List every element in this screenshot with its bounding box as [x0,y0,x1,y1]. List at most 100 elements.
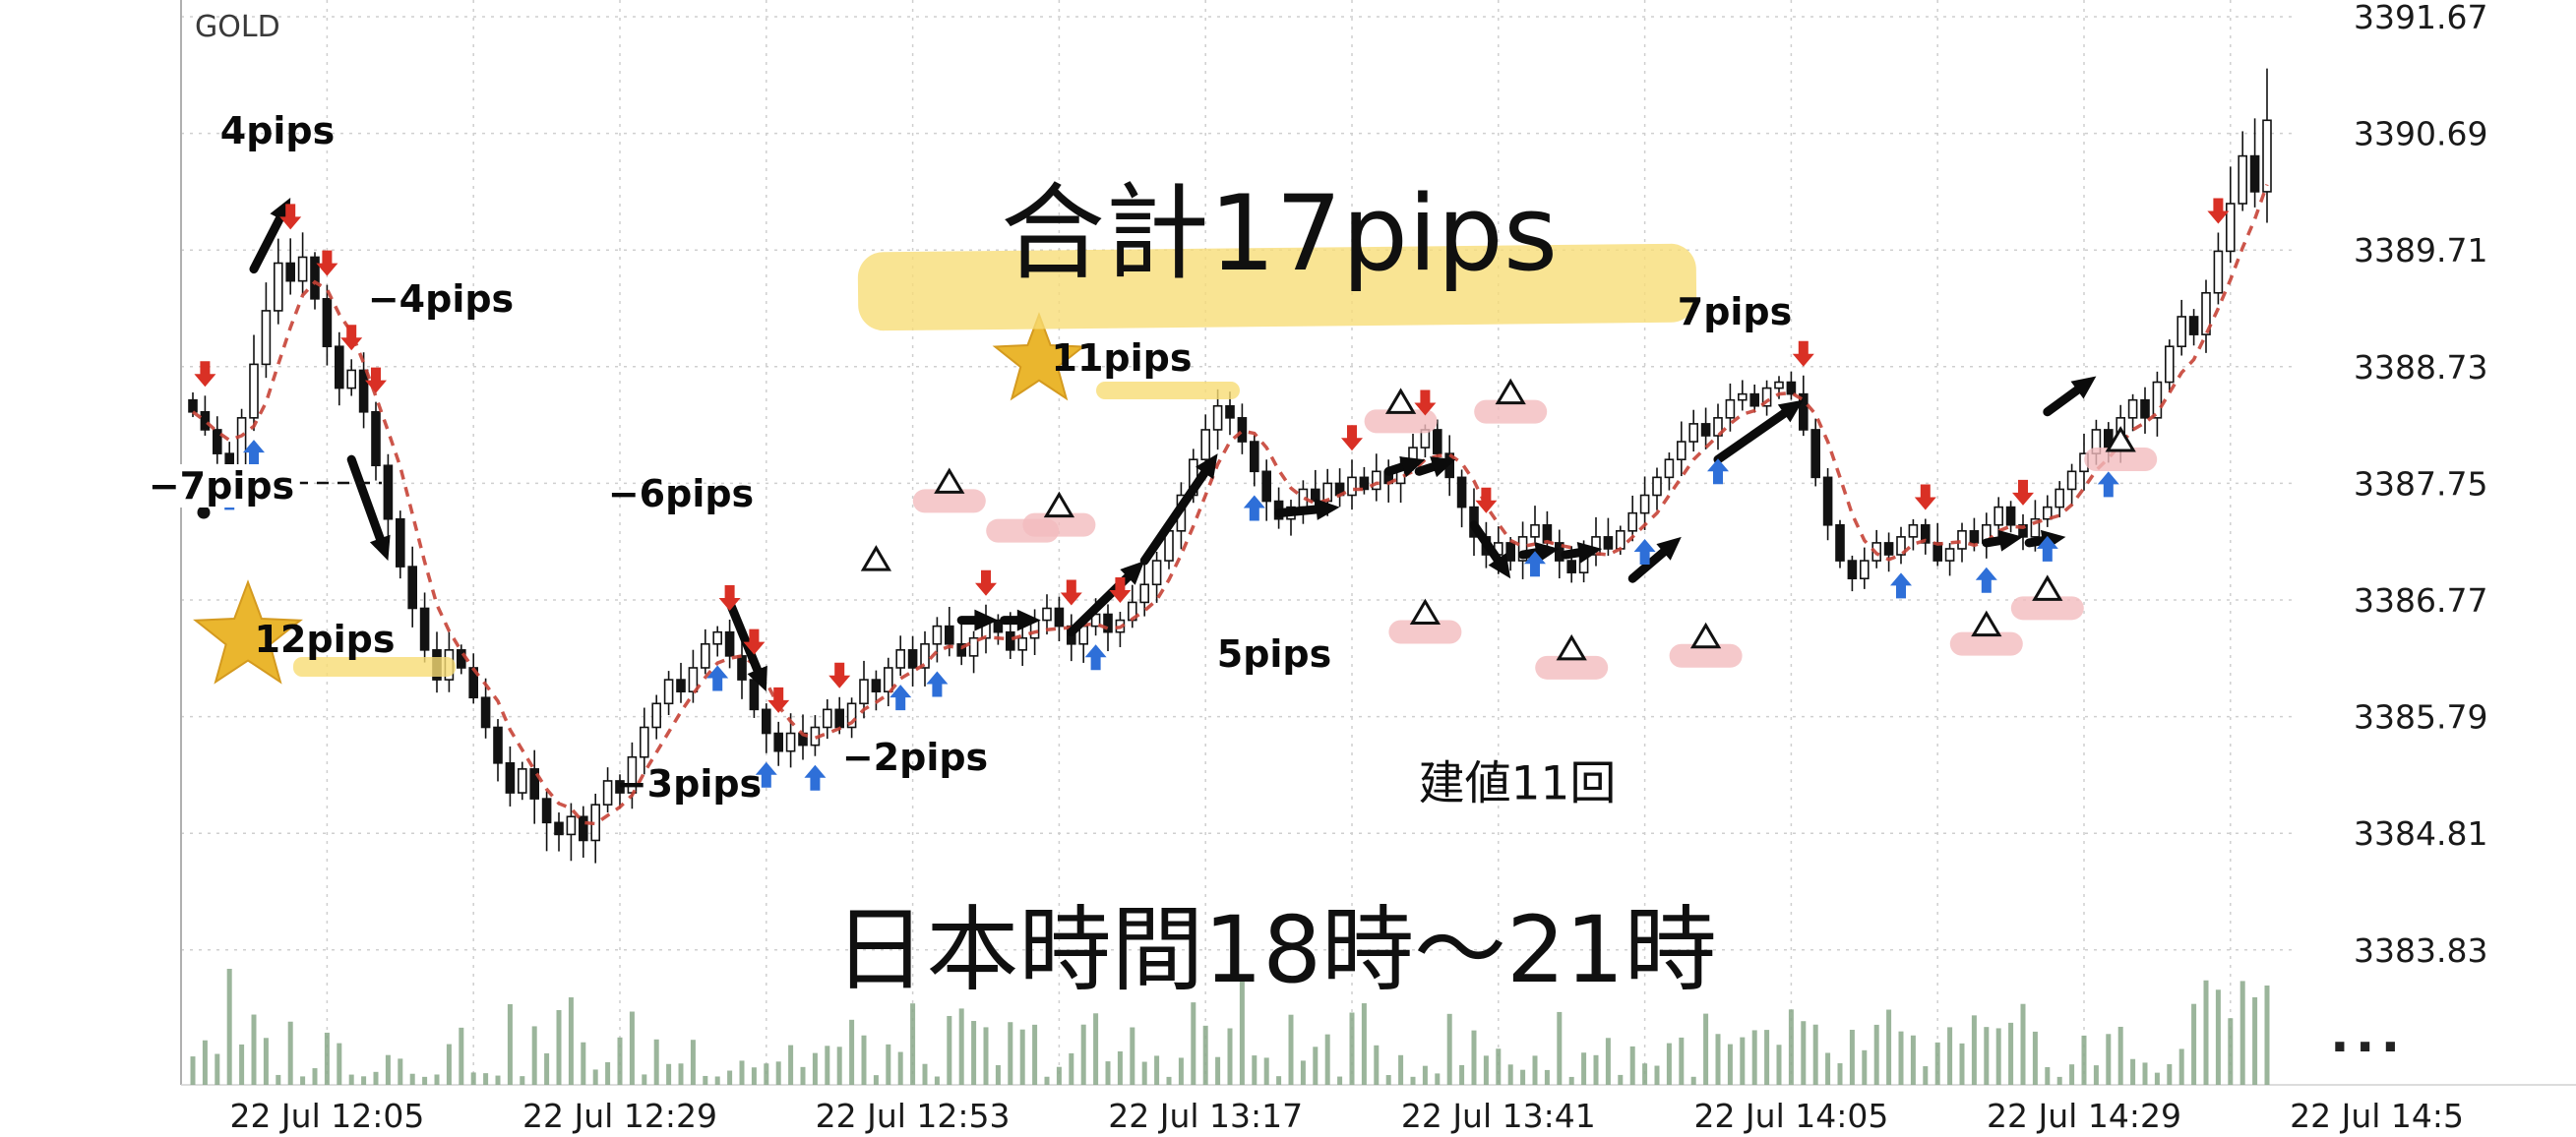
volume-bar [788,1045,794,1085]
trend-arrow-head [974,609,999,631]
candle-body [1347,476,1357,497]
candle-body [968,636,979,657]
trade-marker-sell [279,204,302,230]
trend-arrow-shaft [1067,566,1139,637]
volume-bar [1715,1034,1721,1085]
volume-bar [1947,1027,1953,1085]
volume-bar [642,1074,647,1085]
candle-body [1664,458,1675,479]
volume-bar [1374,1045,1380,1085]
candle-body [2030,517,2041,538]
volume-bar [422,1076,428,1085]
triangle-marker [1384,388,1417,414]
candle-body [1261,470,1271,503]
trend-arrow-head [1777,399,1804,423]
candle-body [529,768,540,800]
volume-bar [1300,1060,1306,1085]
volume-bar [739,1060,745,1085]
volume-bar [2203,980,2209,1085]
volume-bar [507,1003,513,1085]
pips-underline-highlight [293,657,456,677]
candle-body [773,732,784,752]
candle-body [1700,423,1711,437]
candle-body [846,702,857,729]
pink-highlight [1669,643,1743,668]
volume-bar [459,1027,464,1085]
triangle-marker [1409,598,1441,626]
candle-body [859,679,869,705]
volume-bar [1141,1061,1147,1085]
volume-bar [1191,1002,1196,1085]
candle-body [2165,345,2175,384]
price-tick-label: 3391.67 [2354,0,2487,36]
candle-body [2249,154,2260,193]
candle-body [371,410,381,467]
volume-bar [1995,1028,2001,1085]
candle-body [1566,560,1576,573]
triangle-marker [1971,610,2002,637]
candle-body [2201,291,2211,335]
volume-bar [764,1063,769,1085]
candle-body [920,642,930,669]
volume-bar [348,1074,354,1085]
price-tick-label: 3390.69 [2354,115,2487,153]
volume-bar [2228,1018,2234,1085]
volume-bar [251,1014,257,1085]
volume-bar [971,1021,977,1085]
trade-marker-sell [1792,340,1814,367]
more-button[interactable]: ... [2330,1005,2407,1064]
volume-bar [995,1064,1001,1085]
candle-body [1822,476,1833,526]
trade-marker-sell [1914,484,1936,510]
time-tick-label: 22 Jul 14:29 [1987,1097,2181,1135]
pips-label: 11pips [1051,336,1193,380]
candle-body [578,815,588,842]
trend-arrow-shaft [1713,403,1797,464]
candle-body [334,345,344,389]
volume-bar [324,1032,330,1085]
volume-bar [1410,1076,1416,1085]
pips-label: −2pips [841,736,989,779]
candle-body [1957,530,1967,550]
volume-bar [495,1075,501,1085]
pink-highlight [2010,596,2084,621]
candle-body [1237,417,1248,443]
volume-bar [1849,1029,1855,1085]
candle-body [1908,523,1919,538]
volume-bar [1873,1024,1879,1085]
candle-body [1225,404,1235,419]
pips-label: 5pips [1216,632,1332,676]
total-pips-title: 合計17pips [1000,173,1559,294]
trade-marker-buy [1524,551,1546,577]
candle-body [1139,583,1149,604]
trade-marker-sell [1475,487,1498,513]
volume-bar [2191,1003,2197,1085]
trade-marker-buy [2036,535,2058,562]
trend-arrow-head [1016,609,1041,631]
volume-bar [1837,1063,1843,1085]
candle-body [822,708,832,729]
candle-body [395,517,405,568]
candle-body [676,679,686,692]
candle-body [1603,536,1614,550]
candle-body [2066,470,2077,491]
volume-bar [2045,1067,2051,1085]
trade-marker-buy [1707,458,1729,485]
volume-bar [361,1076,367,1085]
volume-bar [1398,1054,1404,1085]
volume-bar [337,1043,342,1085]
volume-bar [434,1074,440,1085]
candle-body [651,702,662,729]
candle-body [566,815,577,836]
pips-label: 7pips [1677,290,1793,333]
candle-body [883,667,893,692]
volume-bar [1959,1043,1965,1085]
volume-bar [1361,1003,1367,1085]
trade-marker-buy [2097,471,2119,498]
volume-bar [1056,1066,1062,1085]
trade-marker-sell [316,250,338,276]
candle-body [505,761,516,794]
candle-body [493,726,503,764]
candle-body [1054,607,1065,628]
volume-bar [470,1072,476,1085]
